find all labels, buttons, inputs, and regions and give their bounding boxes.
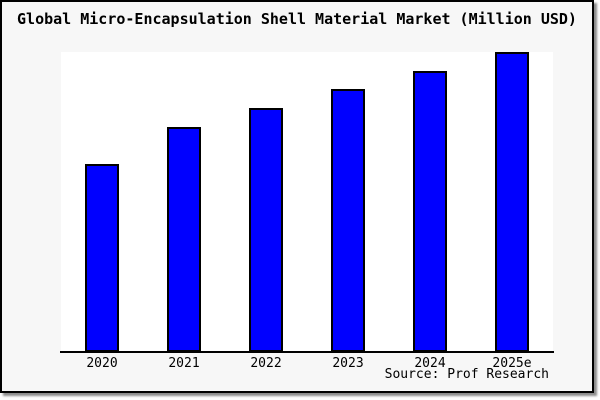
x-tick-label-2020: 2020 — [86, 356, 118, 371]
bar-2025e — [495, 52, 529, 352]
x-axis-line — [60, 351, 554, 353]
x-tick-label-2025e: 2025e — [492, 356, 532, 371]
bar-2024 — [413, 71, 447, 352]
chart-frame: Global Micro-Encapsulation Shell Materia… — [0, 0, 594, 393]
plot-area — [61, 52, 553, 352]
bar-2020 — [85, 164, 119, 352]
source-note: Source: Prof Research — [384, 367, 549, 382]
x-tick-label-2021: 2021 — [168, 356, 200, 371]
bar-2023 — [331, 89, 365, 352]
bar-2021 — [167, 127, 201, 352]
x-tick-label-2022: 2022 — [250, 356, 282, 371]
x-tick-label-2024: 2024 — [414, 356, 446, 371]
x-tick-label-2023: 2023 — [332, 356, 364, 371]
bar-2022 — [249, 108, 283, 352]
chart-title: Global Micro-Encapsulation Shell Materia… — [17, 10, 577, 28]
